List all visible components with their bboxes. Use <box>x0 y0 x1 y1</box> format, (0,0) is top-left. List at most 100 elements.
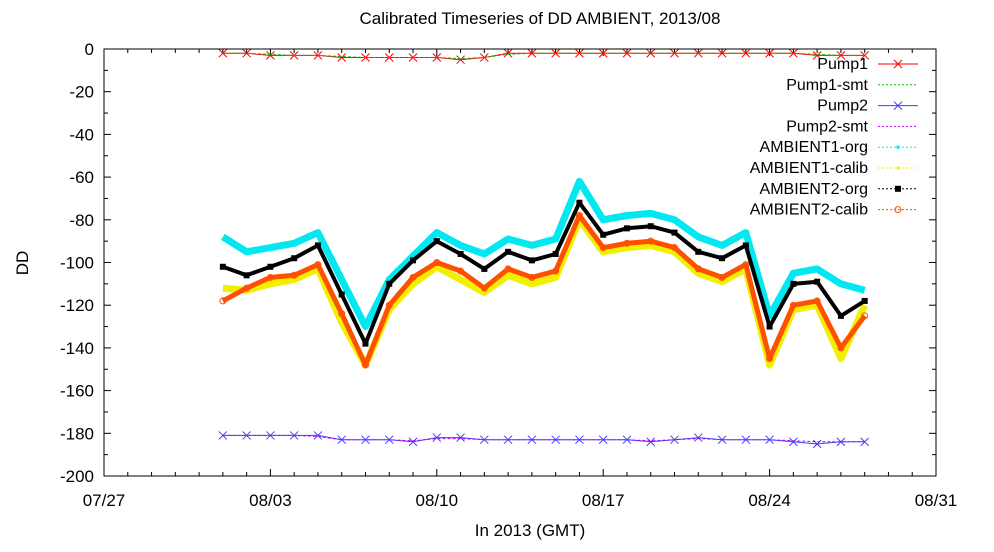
data-point <box>693 433 703 442</box>
x-marker-stroke <box>622 435 632 445</box>
data-point <box>528 273 536 281</box>
plot-frame <box>103 48 937 477</box>
legend-label: Pump2-smt <box>786 118 868 135</box>
data-point <box>647 237 655 245</box>
data-point <box>836 51 846 60</box>
data-point <box>266 51 275 60</box>
x-marker-stroke <box>456 433 465 442</box>
y-tick-label: -40 <box>69 125 94 144</box>
x-marker-stroke <box>717 48 727 58</box>
data-point <box>503 48 513 58</box>
data-point <box>646 437 656 447</box>
data-point <box>243 272 250 279</box>
x-marker-stroke <box>242 48 251 58</box>
data-point <box>409 273 417 281</box>
legend-marker <box>896 166 900 170</box>
data-point <box>861 297 868 304</box>
series-ambient2-org <box>219 199 868 347</box>
x-tick-label: 08/03 <box>249 491 292 510</box>
x-marker-stroke <box>266 51 275 60</box>
legend-marker <box>893 59 903 69</box>
series-line <box>222 200 866 346</box>
legend-entry: Pump2 <box>817 98 918 115</box>
series-line <box>222 52 865 60</box>
data-point <box>314 261 322 269</box>
data-point <box>338 291 345 298</box>
plot-area: 0 -20 -40 -60 -80 -100 -120 -140 -160 -180 -200 07/… <box>60 40 957 510</box>
y-tick-label: -100 <box>60 254 94 273</box>
x-marker-stroke <box>432 433 442 442</box>
legend-entry: AMBIENT1-org <box>760 139 918 156</box>
data-point <box>527 435 537 445</box>
series-pump2-smt <box>222 434 865 443</box>
data-point <box>742 261 750 269</box>
x-marker-stroke <box>812 51 822 60</box>
x-axis-label: In 2013 (GMT) <box>475 521 586 540</box>
data-point <box>789 301 797 309</box>
series-line <box>222 434 865 443</box>
series-pump1 <box>218 48 870 65</box>
data-point <box>741 435 751 445</box>
data-point <box>789 437 798 447</box>
legend-entry: Pump1 <box>817 56 918 73</box>
data-point <box>814 278 821 285</box>
x-marker-stroke <box>218 48 228 58</box>
data-point <box>408 437 418 447</box>
data-point <box>813 297 821 305</box>
x-marker-stroke <box>836 437 846 447</box>
series-ambient1-org <box>221 177 866 331</box>
x-marker-stroke <box>456 55 465 65</box>
data-point <box>242 48 251 58</box>
data-point <box>385 301 393 309</box>
data-point <box>361 361 369 369</box>
x-marker-stroke <box>337 435 347 445</box>
data-point <box>457 250 464 257</box>
data-point <box>218 48 228 58</box>
legend-label: AMBIENT2-org <box>760 181 868 198</box>
x-marker-stroke <box>893 101 903 110</box>
data-point <box>433 259 441 266</box>
data-point <box>622 48 632 58</box>
x-tick-label: 08/31 <box>915 491 958 510</box>
data-point <box>600 231 607 238</box>
data-point <box>836 437 846 447</box>
data-point <box>457 267 465 275</box>
legend-label: AMBIENT1-calib <box>750 160 868 177</box>
data-point <box>290 271 298 279</box>
data-point <box>599 244 607 252</box>
data-point <box>433 238 440 245</box>
data-point <box>527 48 537 58</box>
data-point <box>717 435 727 445</box>
data-point <box>456 55 465 65</box>
data-point <box>456 433 465 442</box>
x-marker-stroke <box>551 48 561 58</box>
y-tick-label: -160 <box>60 382 94 401</box>
data-point <box>671 244 679 252</box>
y-axis-label: DD <box>13 251 32 276</box>
x-marker-stroke <box>646 48 656 58</box>
data-point <box>481 265 488 272</box>
x-marker-stroke <box>741 48 751 58</box>
data-point <box>719 255 726 262</box>
x-marker-stroke <box>408 437 418 447</box>
legend-marker <box>895 185 901 192</box>
data-point <box>504 265 512 273</box>
x-marker-stroke <box>741 435 751 445</box>
data-point <box>646 48 656 58</box>
data-point <box>741 48 751 58</box>
x-tick-label: 08/24 <box>748 491 791 510</box>
x-marker-stroke <box>218 431 228 440</box>
data-point <box>243 284 251 292</box>
x-marker-stroke <box>503 48 513 58</box>
y-tick-label: -80 <box>69 211 94 230</box>
data-point <box>410 257 417 264</box>
data-point <box>812 51 822 60</box>
x-marker-stroke <box>789 437 798 447</box>
data-point <box>790 280 797 287</box>
data-point <box>718 273 726 281</box>
data-point <box>505 248 512 255</box>
data-point <box>337 53 347 62</box>
x-marker-stroke <box>432 53 442 62</box>
x-tick-label: 08/17 <box>582 491 625 510</box>
